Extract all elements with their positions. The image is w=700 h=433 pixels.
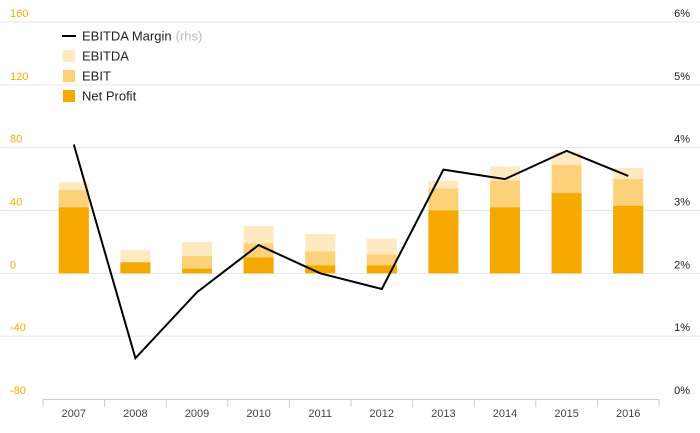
net-profit-bar [182,268,212,274]
legend-label: EBITDA Margin (rhs) [82,29,202,44]
net-profit-bar [613,205,644,274]
ebitda-margin-line [72,144,629,361]
x-tick-label: 2009 [185,408,209,420]
left-y-tick-label: 0 [10,259,16,271]
x-tick-label: 2013 [431,408,455,420]
net-profit-bar [428,210,459,274]
legend-label-suffix: (rhs) [176,29,203,44]
left-y-tick-label: -80 [10,385,26,397]
right-y-tick-label: 1% [674,322,690,334]
axis-layer: 160 6% 120 5% 80 4% 40 3% 0 2% -40 1% -80 0% 2007 2008 2… [10,8,690,420]
x-tick-label: 2015 [554,408,578,420]
right-y-tick-label: 4% [674,134,690,146]
x-tick-label: 2012 [370,408,394,420]
x-tick-label: 2016 [616,408,640,420]
net-profit-bar [490,207,520,274]
net-profit-bar [305,265,336,274]
x-tick-label: 2008 [123,408,147,420]
legend-label: Net Profit [82,89,137,104]
x-tick-label: 2010 [246,408,270,420]
line-layer [72,144,629,361]
x-tick-label: 2007 [62,408,86,420]
right-y-tick-label: 0% [674,385,690,397]
bar-layer [58,152,644,274]
legend-symbol-box [63,70,75,82]
net-profit-bar [243,257,274,274]
left-y-tick-label: 40 [10,197,22,209]
right-y-tick-label: 5% [674,71,690,83]
x-tick-label: 2014 [493,408,517,420]
legend: EBITDA Margin (rhs) EBITDA EBIT Net Profit [62,29,202,104]
right-y-tick-label: 2% [674,259,690,271]
net-profit-bar [120,262,151,274]
legend-symbol-box [63,90,75,102]
left-y-tick-label: 80 [10,134,22,146]
right-y-tick-label: 6% [674,8,690,20]
legend-label: EBIT [82,69,111,84]
legend-symbol-box [63,50,75,62]
x-tick-label: 2011 [308,408,332,420]
left-y-tick-label: 120 [10,71,28,83]
left-y-tick-label: -40 [10,322,26,334]
net-profit-bar [366,265,397,274]
left-y-tick-label: 160 [10,8,28,20]
net-profit-bar [551,193,582,274]
legend-label: EBITDA [82,49,129,64]
right-y-tick-label: 3% [674,197,690,209]
net-profit-bar [58,207,89,274]
grid-layer [0,21,700,337]
